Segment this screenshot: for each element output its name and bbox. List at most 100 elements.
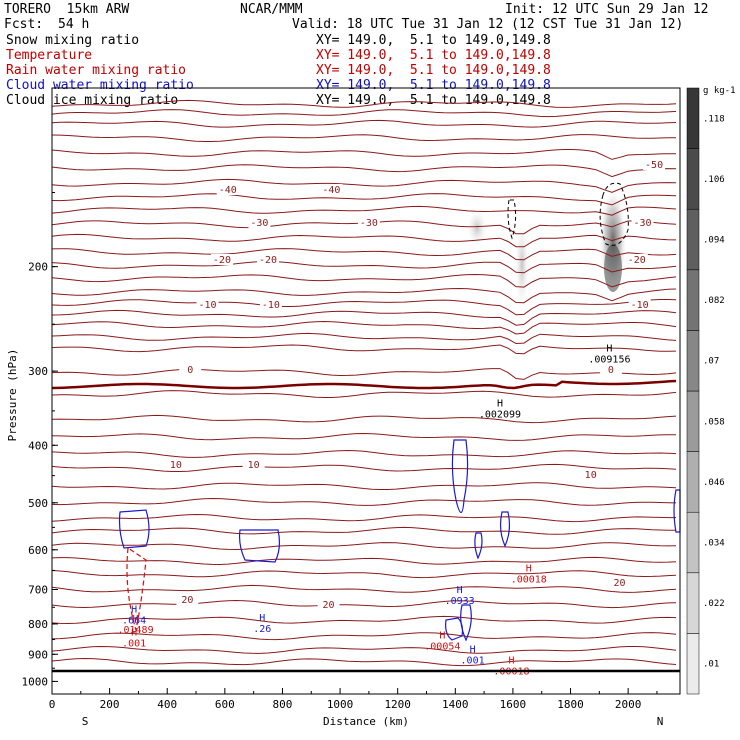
maximum-marker: H xyxy=(131,628,137,639)
maximum-value-label: .0933 xyxy=(445,596,475,607)
colorbar: .01 .022 .034 .046 .058 .07 .082 .094 .106 .118 xyxy=(686,87,725,695)
legend-cloud-water-label: Cloud water mixing ratio xyxy=(6,78,194,93)
cloud-water-contour xyxy=(673,489,681,533)
legend-cloud-water-xy: XY= 149.0, 5.1 to 149.0,149.8 xyxy=(316,78,551,93)
contour-label-bg xyxy=(259,299,282,310)
isotherm-line xyxy=(51,233,677,248)
contour-label-bg xyxy=(643,159,666,170)
center-title: NCAR/MMM xyxy=(240,2,303,17)
legend-temperature-label: Temperature xyxy=(6,48,93,63)
isotherm-label: -30 xyxy=(360,218,378,229)
colorbar-segment xyxy=(686,572,700,634)
temperature-contours xyxy=(51,99,677,667)
colorbar-segment xyxy=(686,208,700,271)
maximum-marker: H xyxy=(606,344,612,355)
contour-label-bg xyxy=(357,217,380,228)
isotherm-line xyxy=(51,584,677,593)
isotherm-line xyxy=(51,119,677,128)
contour-label-bg xyxy=(216,184,239,195)
legend-rain-xy: XY= 149.0, 5.1 to 149.0,149.8 xyxy=(316,63,551,78)
legend-snow-label: Snow mixing ratio xyxy=(6,33,140,48)
isotherm-line xyxy=(51,482,677,490)
maximum-value-label: .26 xyxy=(253,624,271,635)
legend-rain-label: Rain water mixing ratio xyxy=(6,63,187,78)
x-tick-label: 200 xyxy=(100,698,120,711)
isotherm-line xyxy=(51,178,677,193)
maximum-marker: H xyxy=(133,614,139,625)
isotherm-label: 20 xyxy=(323,600,335,611)
contour-label-bg xyxy=(196,299,219,310)
colorbar-segment xyxy=(686,269,700,331)
y-axis-label: Pressure (hPa) xyxy=(6,349,19,442)
y-tick-label: 600 xyxy=(28,544,48,557)
isotherm-line xyxy=(51,109,677,118)
colorbar-label: .034 xyxy=(703,539,725,549)
contour-label-bg xyxy=(608,577,631,588)
colorbar-label: .046 xyxy=(703,478,725,488)
cloud-water-contour xyxy=(118,509,150,549)
contour-labels: -50 -40 -40 -30 -30 -30 -20 -20 -20 -10 -10 -10 0 0 10… xyxy=(164,159,666,611)
isotherm-label: 10 xyxy=(170,460,182,471)
contour-label-bg xyxy=(579,469,602,480)
valid-time: Valid: 18 UTC Tue 31 Jan 12 (12 CST Tue … xyxy=(292,17,684,32)
colorbar-label: .022 xyxy=(703,599,725,609)
isotherm-label: -20 xyxy=(259,255,277,266)
x-tick-label: 1200 xyxy=(384,698,411,711)
cloud-water-contours xyxy=(118,439,681,642)
isotherm-line xyxy=(51,463,677,472)
maximum-value-label: .001 xyxy=(461,656,485,667)
isotherm-line xyxy=(51,645,677,654)
north-end-label: N xyxy=(657,715,664,728)
maximum-value-label: .001 xyxy=(122,639,146,650)
south-end-label: S xyxy=(82,715,89,728)
maximum-marker: H xyxy=(439,630,445,641)
snow-core-1500b xyxy=(515,220,529,310)
cloud-water-contour xyxy=(474,532,483,560)
snow-contour-1550 xyxy=(507,199,517,240)
y-tick-label: 700 xyxy=(28,584,48,597)
contour-label-bg xyxy=(179,364,202,375)
isotherm-line xyxy=(51,570,677,579)
isotherm-line xyxy=(51,526,676,535)
isotherm-label: 10 xyxy=(585,470,597,481)
maximum-value-label: .009156 xyxy=(588,355,630,366)
isotherm-line xyxy=(51,632,677,641)
isotherm-line xyxy=(51,449,677,458)
rain-contour xyxy=(126,546,147,631)
x-tick-label: 1000 xyxy=(327,698,354,711)
maximum-value-label: .002099 xyxy=(479,410,521,421)
colorbar-segment xyxy=(686,511,700,574)
colorbar-segment xyxy=(686,330,700,392)
colorbar-label: .094 xyxy=(703,236,725,246)
isotherm-label: -10 xyxy=(199,300,217,311)
isotherm-line xyxy=(51,599,677,609)
y-tick-label: 1000 xyxy=(22,675,49,688)
plot-frame xyxy=(51,87,681,695)
x-tick-label: 800 xyxy=(273,698,293,711)
forecast-hour: 54 h xyxy=(58,17,90,32)
maximum-marker: H xyxy=(259,613,265,624)
x-axis-label: Distance (km) xyxy=(323,715,409,728)
x-tick-label: 1600 xyxy=(500,698,527,711)
isotherm-line xyxy=(51,193,677,206)
isotherm-line xyxy=(51,260,677,274)
contour-label-bg xyxy=(625,254,648,265)
isotherm-line xyxy=(51,542,677,551)
x-tick-label: 600 xyxy=(215,698,235,711)
isotherm-label: 20 xyxy=(181,595,193,606)
isotherm-line xyxy=(51,414,677,424)
isotherm-label: 20 xyxy=(613,578,625,589)
isotherm-label: -30 xyxy=(250,218,268,229)
isotherm-label: -40 xyxy=(322,185,340,196)
isotherm-label: -50 xyxy=(645,160,663,171)
x-tick-label: 1800 xyxy=(557,698,584,711)
isotherm-line xyxy=(51,309,677,326)
isotherm-label: 0 xyxy=(187,365,193,376)
contour-label-bg xyxy=(317,599,340,610)
x-tick-label: 400 xyxy=(157,698,177,711)
isotherm-label: 10 xyxy=(248,460,260,471)
forecast-label: Fcst: xyxy=(4,17,44,32)
x-tick-label: 1400 xyxy=(442,698,469,711)
maximum-marker: H xyxy=(131,604,137,615)
maximum-value-label: .00018 xyxy=(511,574,547,585)
